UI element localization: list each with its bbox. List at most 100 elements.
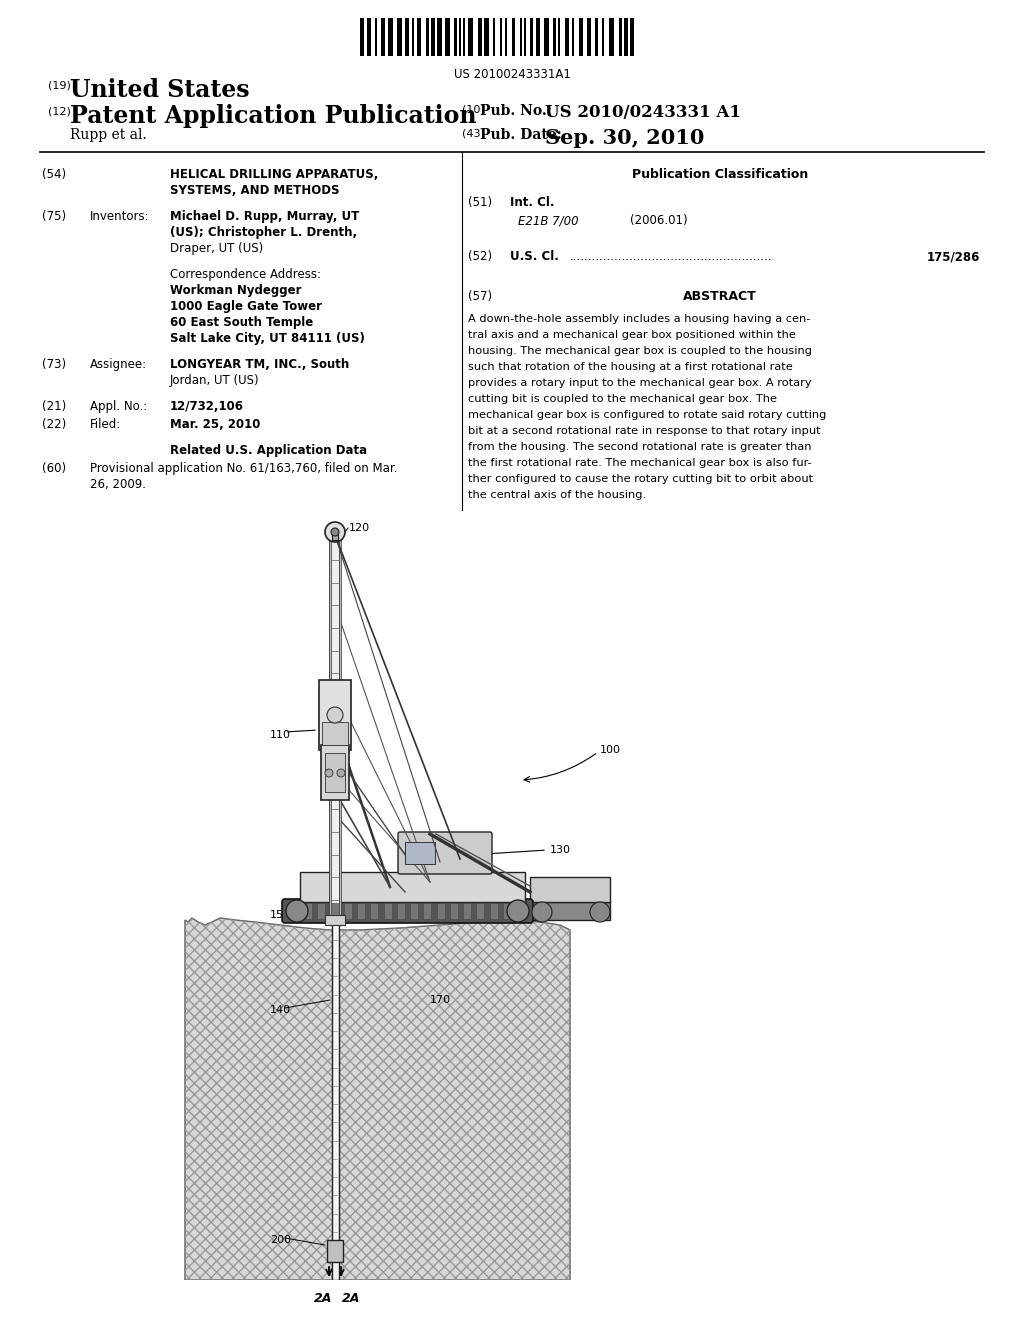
- Text: Filed:: Filed:: [90, 418, 121, 432]
- Text: 100: 100: [600, 744, 621, 755]
- Bar: [520, 18, 522, 55]
- Text: ther configured to cause the rotary cutting bit to orbit about: ther configured to cause the rotary cutt…: [468, 474, 813, 484]
- Text: Pub. No.:: Pub. No.:: [480, 104, 552, 117]
- Text: cutting bit is coupled to the mechanical gear box. The: cutting bit is coupled to the mechanical…: [468, 393, 777, 404]
- Text: Sep. 30, 2010: Sep. 30, 2010: [545, 128, 705, 148]
- Text: the central axis of the housing.: the central axis of the housing.: [468, 490, 646, 500]
- Bar: [339, 540, 341, 920]
- FancyBboxPatch shape: [398, 832, 492, 874]
- Text: (60): (60): [42, 462, 67, 475]
- Bar: [476, 903, 484, 919]
- Bar: [565, 18, 569, 55]
- Bar: [530, 902, 610, 920]
- Bar: [558, 18, 560, 55]
- Bar: [437, 18, 442, 55]
- Bar: [553, 18, 556, 55]
- Bar: [375, 18, 377, 55]
- Text: (12): (12): [48, 106, 71, 116]
- Text: (43): (43): [462, 128, 485, 139]
- Text: (54): (54): [42, 168, 67, 181]
- Circle shape: [337, 770, 345, 777]
- Bar: [304, 903, 312, 919]
- Text: (2006.01): (2006.01): [630, 214, 688, 227]
- Text: 175/286: 175/286: [927, 249, 980, 263]
- Bar: [454, 18, 457, 55]
- Text: from the housing. The second rotational rate is greater than: from the housing. The second rotational …: [468, 442, 811, 451]
- Bar: [406, 18, 409, 55]
- Bar: [367, 18, 371, 55]
- Text: Pub. Date:: Pub. Date:: [480, 128, 562, 143]
- Bar: [579, 18, 583, 55]
- Text: (57): (57): [468, 290, 493, 304]
- Text: LONGYEAR TM, INC., South: LONGYEAR TM, INC., South: [170, 358, 349, 371]
- Bar: [503, 903, 511, 919]
- Text: (51): (51): [468, 195, 493, 209]
- Text: 12/732,106: 12/732,106: [170, 400, 244, 413]
- Text: Correspondence Address:: Correspondence Address:: [170, 268, 321, 281]
- Text: ABSTRACT: ABSTRACT: [683, 290, 757, 304]
- Text: Mar. 25, 2010: Mar. 25, 2010: [170, 418, 260, 432]
- Polygon shape: [185, 917, 570, 1280]
- Text: (19): (19): [48, 81, 71, 90]
- Bar: [411, 903, 418, 919]
- FancyBboxPatch shape: [282, 899, 534, 923]
- Text: 170: 170: [430, 995, 452, 1005]
- Bar: [463, 18, 465, 55]
- Bar: [512, 18, 515, 55]
- Text: Int. Cl.: Int. Cl.: [510, 195, 555, 209]
- Bar: [321, 744, 349, 800]
- Bar: [332, 531, 338, 540]
- Text: ......................................................: ........................................…: [570, 249, 772, 263]
- Bar: [319, 680, 351, 750]
- Bar: [325, 915, 345, 925]
- Text: (73): (73): [42, 358, 67, 371]
- Bar: [371, 903, 379, 919]
- Bar: [609, 18, 614, 55]
- Text: mechanical gear box is configured to rotate said rotary cutting: mechanical gear box is configured to rot…: [468, 411, 826, 420]
- Text: Jordan, UT (US): Jordan, UT (US): [170, 374, 260, 387]
- Bar: [587, 18, 591, 55]
- Text: 60 East South Temple: 60 East South Temple: [170, 315, 313, 329]
- Bar: [325, 752, 345, 792]
- Bar: [384, 903, 391, 919]
- Bar: [489, 903, 498, 919]
- Text: (75): (75): [42, 210, 67, 223]
- Bar: [423, 903, 431, 919]
- Bar: [426, 18, 429, 55]
- Bar: [493, 18, 495, 55]
- Text: the first rotational rate. The mechanical gear box is also fur-: the first rotational rate. The mechanica…: [468, 458, 812, 469]
- Bar: [331, 903, 339, 919]
- Text: housing. The mechanical gear box is coupled to the housing: housing. The mechanical gear box is coup…: [468, 346, 812, 356]
- Text: A down-the-hole assembly includes a housing having a cen-: A down-the-hole assembly includes a hous…: [468, 314, 810, 323]
- Bar: [412, 18, 414, 55]
- Bar: [329, 540, 331, 920]
- Bar: [300, 873, 525, 902]
- Text: 120: 120: [349, 523, 370, 533]
- Text: E21B 7/00: E21B 7/00: [518, 214, 579, 227]
- Text: Michael D. Rupp, Murray, UT: Michael D. Rupp, Murray, UT: [170, 210, 359, 223]
- Bar: [445, 18, 450, 55]
- Bar: [595, 18, 598, 55]
- Text: 130: 130: [550, 845, 571, 855]
- Bar: [406, 842, 435, 865]
- Text: US 20100243331A1: US 20100243331A1: [454, 69, 570, 81]
- Bar: [505, 18, 507, 55]
- Circle shape: [286, 900, 308, 921]
- Text: 2A: 2A: [342, 1292, 360, 1305]
- Bar: [624, 18, 628, 55]
- Text: such that rotation of the housing at a first rotational rate: such that rotation of the housing at a f…: [468, 362, 793, 372]
- Bar: [530, 876, 610, 902]
- Circle shape: [327, 708, 343, 723]
- Circle shape: [325, 770, 333, 777]
- Bar: [397, 903, 404, 919]
- Text: HELICAL DRILLING APPARATUS,: HELICAL DRILLING APPARATUS,: [170, 168, 379, 181]
- Bar: [530, 18, 534, 55]
- Circle shape: [325, 521, 345, 543]
- Bar: [291, 903, 299, 919]
- Bar: [602, 18, 604, 55]
- Circle shape: [532, 902, 552, 921]
- Bar: [450, 903, 458, 919]
- Text: 26, 2009.: 26, 2009.: [90, 478, 146, 491]
- Text: Salt Lake City, UT 84111 (US): Salt Lake City, UT 84111 (US): [170, 333, 365, 345]
- Text: Assignee:: Assignee:: [90, 358, 147, 371]
